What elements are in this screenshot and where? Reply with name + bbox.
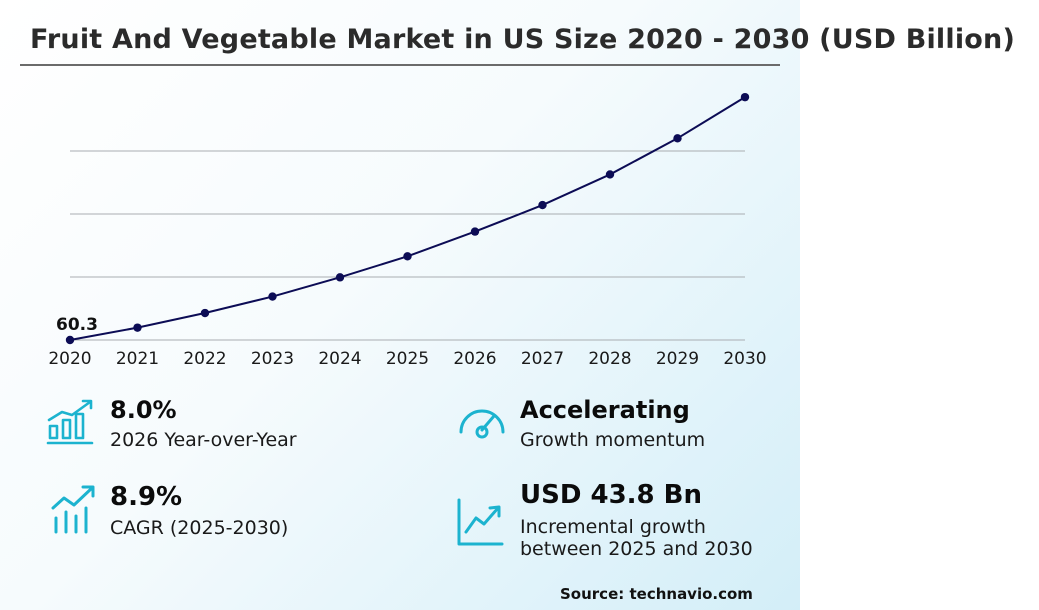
title-divider	[20, 64, 780, 66]
data-point-2021	[133, 323, 142, 332]
stat-description: Growth momentum	[520, 429, 706, 451]
x-tick-label: 2027	[521, 349, 564, 369]
chart-title: Fruit And Vegetable Market in US Size 20…	[30, 24, 1016, 55]
stat-value: 8.0%	[110, 396, 177, 424]
x-tick-label: 2022	[183, 349, 226, 369]
data-label: 60.3	[56, 315, 98, 335]
data-point-2023	[268, 292, 277, 301]
data-point-2024	[335, 273, 345, 282]
stat-description: Incremental growth	[520, 516, 706, 538]
stat-value: 8.9%	[110, 482, 183, 512]
data-point-2029	[673, 134, 682, 143]
stat-value: Accelerating	[520, 396, 690, 424]
data-point-2020	[65, 335, 75, 345]
series-line	[69, 96, 746, 341]
stat-value: USD 43.8 Bn	[520, 480, 702, 510]
trend-up-bars-icon	[51, 485, 95, 534]
x-tick-label: 2025	[386, 349, 429, 369]
line-chart: 2020 2021 2022 2023 2024 2025 2026 2027 2028 2029…	[48, 92, 767, 369]
stat-description: 2026 Year-over-Year	[110, 429, 297, 451]
x-tick-label: 2028	[588, 349, 631, 369]
data-point-2022	[200, 308, 210, 318]
infographic-panel	[0, 0, 800, 610]
x-tick-label: 2026	[453, 349, 496, 369]
line-chart-up-icon	[457, 498, 504, 546]
data-point-2030	[740, 92, 750, 102]
stat-description-line-2: between 2025 and 2030	[520, 538, 753, 560]
bar-growth-icon	[46, 399, 94, 445]
speedometer-icon	[459, 409, 505, 439]
data-point-2026	[470, 227, 480, 236]
gridlines	[70, 150, 745, 341]
x-axis-ticks: 2020 2021 2022 2023 2024 2025 2026 2027 2028 2029…	[48, 349, 766, 369]
x-tick-label: 2021	[116, 349, 159, 369]
data-labels: 60.3	[56, 315, 98, 335]
data-point-2025	[403, 252, 412, 261]
x-tick-label: 2023	[251, 349, 294, 369]
x-tick-label: 2024	[318, 349, 361, 369]
x-tick-label: 2029	[656, 349, 699, 369]
x-tick-label: 2030	[723, 349, 766, 369]
data-point-2028	[605, 170, 615, 179]
data-points	[65, 92, 750, 345]
stat-description: CAGR (2025-2030)	[110, 517, 289, 539]
source-credit: Source: technavio.com	[560, 585, 753, 603]
data-point-2027	[538, 200, 547, 210]
x-tick-label: 2020	[48, 349, 91, 369]
